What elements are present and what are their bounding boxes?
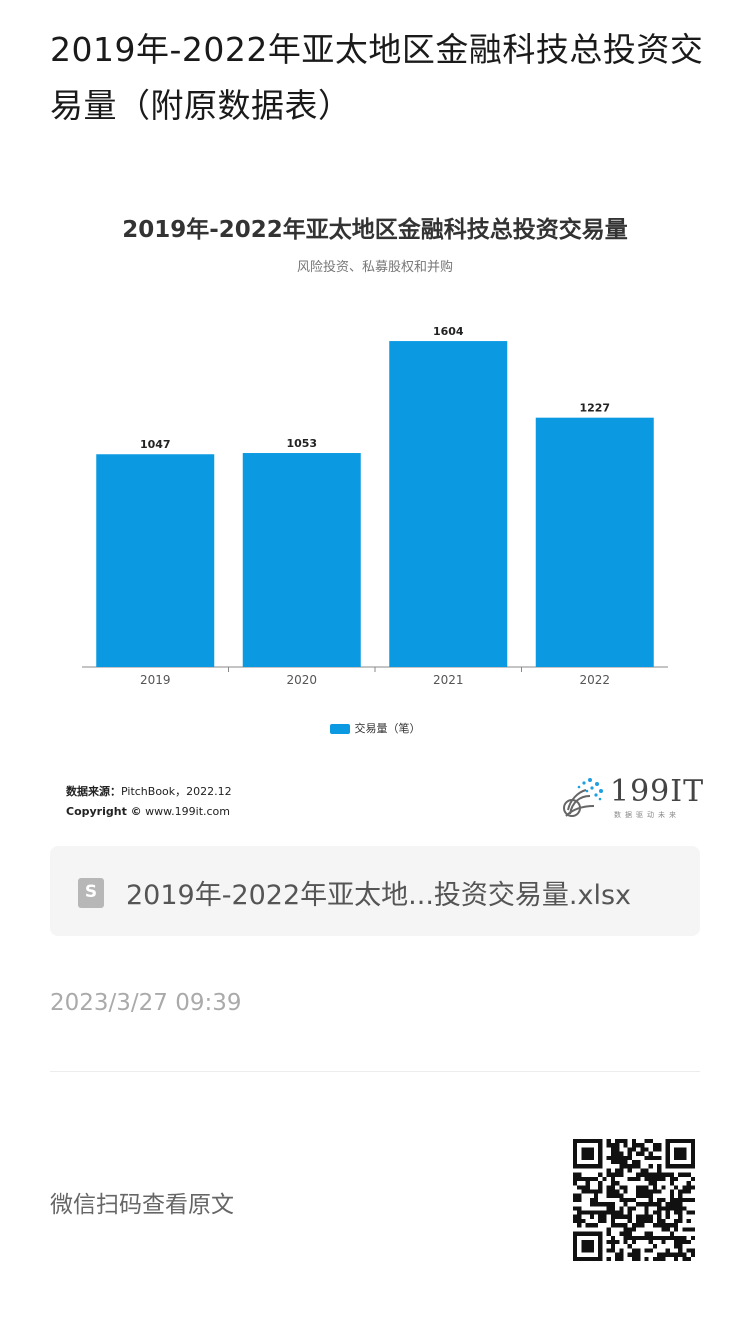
legend-swatch [329, 724, 350, 734]
source-text: PitchBook，2022.12 [121, 785, 232, 798]
x-tick-2019: 2019 [140, 673, 171, 687]
attachment-card[interactable]: 2019年-2022年亚太地...投资交易量.xlsx [50, 846, 700, 936]
bar-2021 [389, 341, 508, 667]
199it-logo: 199IT 数据驱动未来 [560, 774, 703, 822]
dandelion-icon [563, 778, 603, 817]
article-title: 2019年-2022年亚太地区金融科技总投资交易量（附原数据表） [50, 30, 704, 125]
x-tick-2021: 2021 [433, 673, 464, 687]
bar-2020 [242, 453, 361, 667]
bar-2022 [535, 417, 654, 667]
data-label-2022: 1227 [579, 402, 610, 415]
copyright-label: Copyright © [66, 805, 142, 818]
qr-hint: 微信扫码查看原文 [50, 1192, 234, 1218]
chart-image: 2019年-2022年亚太地区金融科技总投资交易量 风险投资、私募股权和并购 1… [50, 190, 703, 830]
logo-tagline: 数据驱动未来 [614, 811, 680, 819]
bar-2019 [96, 454, 215, 667]
chart-title: 2019年-2022年亚太地区金融科技总投资交易量 [122, 217, 628, 243]
chart-source: 数据来源：PitchBook，2022.12 Copyright © www.1… [66, 782, 232, 822]
x-tick-2022: 2022 [579, 673, 610, 687]
qr-code-icon[interactable] [573, 1139, 695, 1261]
divider [50, 1071, 700, 1072]
data-label-2021: 1604 [433, 325, 464, 338]
x-tick-2020: 2020 [286, 673, 317, 687]
legend-label: 交易量（笔） [354, 722, 421, 735]
attachment-filename: 2019年-2022年亚太地...投资交易量.xlsx [126, 880, 632, 911]
publish-timestamp: 2023/3/27 09:39 [50, 990, 242, 1016]
chart-legend: 交易量（笔） [50, 720, 700, 736]
data-label-2019: 1047 [140, 438, 171, 451]
spreadsheet-file-icon [78, 878, 104, 908]
copyright-text: www.199it.com [145, 805, 231, 818]
bar-chart: 1047 2019 1053 2020 1604 2021 1227 2022 [82, 325, 668, 687]
chart-subtitle: 风险投资、私募股权和并购 [296, 260, 453, 275]
source-label: 数据来源： [66, 785, 121, 798]
logo-text: 199IT [610, 774, 705, 809]
data-label-2020: 1053 [286, 437, 317, 450]
